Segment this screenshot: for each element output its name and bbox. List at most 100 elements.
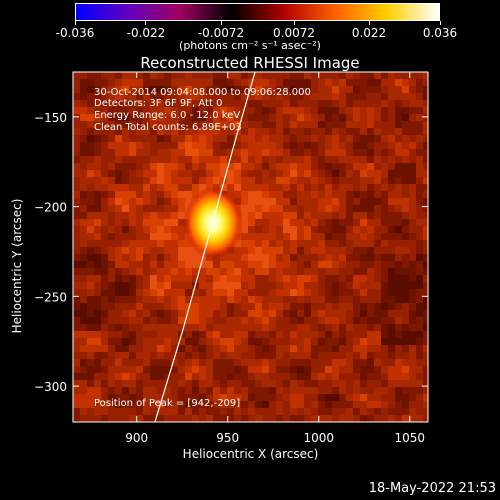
image-pixel [360, 261, 367, 268]
image-pixel [248, 212, 255, 219]
image-pixel [269, 226, 276, 233]
image-pixel [122, 345, 129, 352]
image-pixel [318, 177, 325, 184]
image-pixel [241, 184, 248, 191]
image-pixel [178, 142, 185, 149]
image-pixel [262, 289, 269, 296]
image-pixel [339, 135, 346, 142]
image-pixel [297, 114, 304, 121]
image-pixel [311, 303, 318, 310]
image-pixel [360, 268, 367, 275]
image-pixel [122, 184, 129, 191]
image-pixel [206, 72, 213, 79]
image-pixel [304, 338, 311, 345]
image-pixel [255, 303, 262, 310]
x-tick-label: 1000 [303, 431, 334, 445]
image-pixel [297, 268, 304, 275]
image-pixel [325, 135, 332, 142]
image-pixel [381, 128, 388, 135]
image-pixel [185, 93, 192, 100]
image-pixel [325, 240, 332, 247]
image-pixel [248, 135, 255, 142]
image-pixel [241, 338, 248, 345]
image-pixel [157, 226, 164, 233]
image-pixel [122, 289, 129, 296]
image-pixel [360, 254, 367, 261]
image-pixel [122, 170, 129, 177]
image-pixel [255, 93, 262, 100]
image-pixel [416, 268, 423, 275]
image-pixel [80, 282, 87, 289]
image-pixel [290, 114, 297, 121]
image-pixel [136, 324, 143, 331]
image-pixel [241, 352, 248, 359]
image-pixel [325, 359, 332, 366]
image-pixel [185, 191, 192, 198]
image-pixel [115, 408, 122, 415]
image-pixel [311, 247, 318, 254]
image-pixel [94, 310, 101, 317]
image-pixel [248, 261, 255, 268]
image-pixel [276, 415, 283, 422]
image-pixel [129, 268, 136, 275]
image-pixel [416, 310, 423, 317]
image-pixel [192, 135, 199, 142]
image-pixel [241, 72, 248, 79]
image-pixel [227, 268, 234, 275]
image-pixel [115, 184, 122, 191]
image-pixel [87, 310, 94, 317]
image-pixel [171, 219, 178, 226]
image-pixel [136, 268, 143, 275]
image-pixel [276, 128, 283, 135]
image-pixel [73, 121, 80, 128]
image-pixel [220, 107, 227, 114]
image-pixel [318, 72, 325, 79]
image-pixel [206, 100, 213, 107]
image-pixel [185, 86, 192, 93]
image-pixel [234, 324, 241, 331]
image-pixel [213, 275, 220, 282]
image-pixel [416, 247, 423, 254]
image-pixel [290, 240, 297, 247]
image-pixel [423, 135, 428, 142]
image-pixel [311, 107, 318, 114]
image-pixel [276, 212, 283, 219]
image-pixel [73, 261, 80, 268]
image-pixel [283, 184, 290, 191]
image-pixel [381, 268, 388, 275]
image-pixel [381, 212, 388, 219]
image-pixel [227, 380, 234, 387]
image-pixel [353, 212, 360, 219]
image-pixel [213, 359, 220, 366]
image-pixel [87, 247, 94, 254]
image-pixel [122, 415, 129, 422]
image-pixel [423, 100, 428, 107]
image-pixel [416, 93, 423, 100]
image-pixel [311, 380, 318, 387]
image-pixel [276, 352, 283, 359]
image-pixel [346, 233, 353, 240]
image-pixel [409, 303, 416, 310]
image-pixel [409, 219, 416, 226]
image-pixel [346, 170, 353, 177]
image-pixel [395, 317, 402, 324]
image-pixel [227, 317, 234, 324]
y-tick-label: −250 [34, 290, 67, 304]
image-pixel [129, 317, 136, 324]
image-pixel [94, 142, 101, 149]
image-pixel [402, 177, 409, 184]
image-pixel [423, 359, 428, 366]
image-pixel [395, 184, 402, 191]
image-pixel [332, 401, 339, 408]
image-pixel [150, 247, 157, 254]
image-pixel [339, 240, 346, 247]
image-pixel [192, 149, 199, 156]
image-pixel [388, 128, 395, 135]
image-pixel [269, 261, 276, 268]
image-pixel [423, 163, 428, 170]
image-pixel [157, 247, 164, 254]
image-pixel [318, 198, 325, 205]
image-pixel [143, 261, 150, 268]
image-pixel [374, 254, 381, 261]
